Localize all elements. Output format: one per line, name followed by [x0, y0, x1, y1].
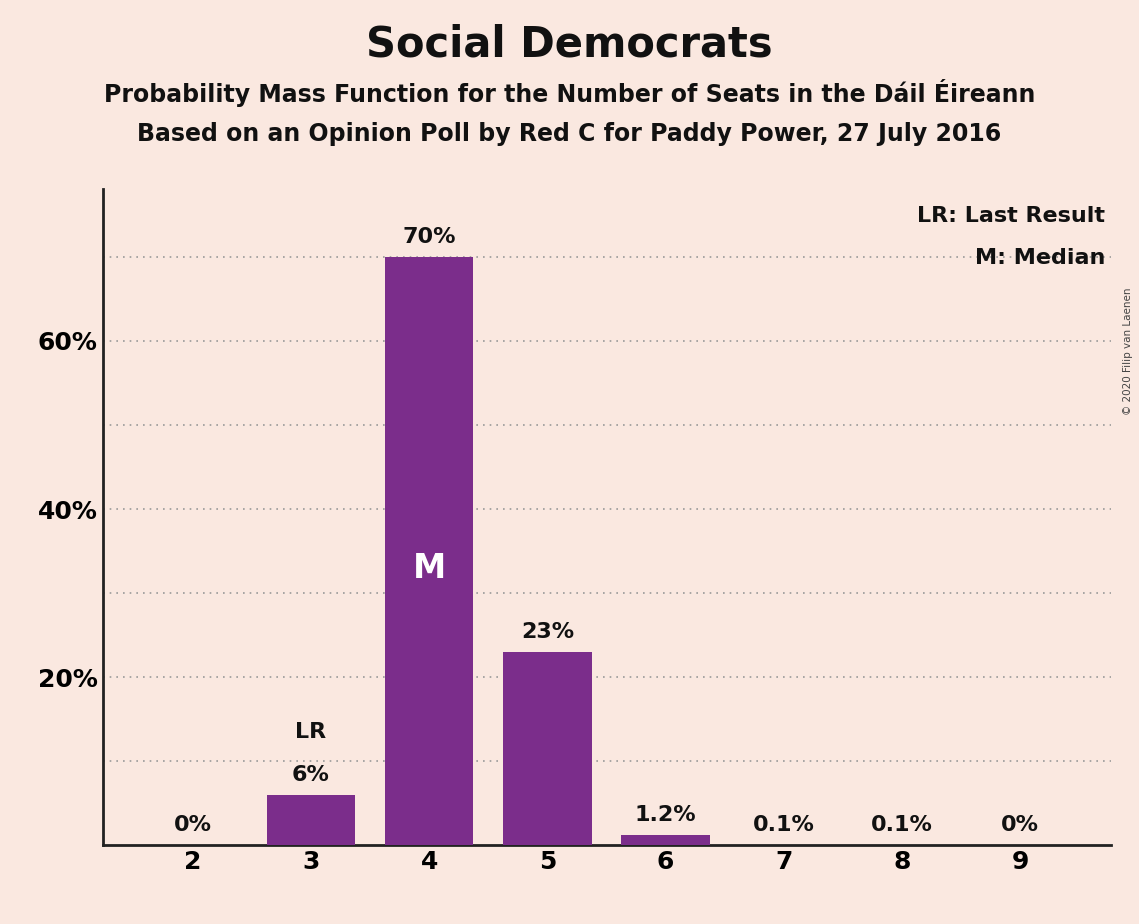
Bar	[267, 795, 355, 845]
Text: LR: Last Result: LR: Last Result	[918, 206, 1106, 225]
Text: 70%: 70%	[402, 226, 456, 247]
Bar	[621, 835, 710, 845]
Text: Social Democrats: Social Democrats	[366, 23, 773, 65]
Text: 0.1%: 0.1%	[753, 815, 814, 834]
Text: 1.2%: 1.2%	[634, 806, 696, 825]
Text: 6%: 6%	[292, 765, 330, 784]
Bar	[503, 652, 592, 845]
Text: 0%: 0%	[173, 815, 212, 835]
Text: 23%: 23%	[521, 622, 574, 642]
Text: 0.1%: 0.1%	[871, 815, 933, 834]
Text: M: Median: M: Median	[975, 249, 1106, 269]
Text: © 2020 Filip van Laenen: © 2020 Filip van Laenen	[1123, 287, 1133, 415]
Text: M: M	[412, 553, 445, 585]
Text: LR: LR	[295, 722, 327, 742]
Bar	[385, 257, 474, 845]
Text: 0%: 0%	[1001, 815, 1040, 835]
Text: Probability Mass Function for the Number of Seats in the Dáil Éireann: Probability Mass Function for the Number…	[104, 79, 1035, 106]
Text: Based on an Opinion Poll by Red C for Paddy Power, 27 July 2016: Based on an Opinion Poll by Red C for Pa…	[138, 122, 1001, 146]
